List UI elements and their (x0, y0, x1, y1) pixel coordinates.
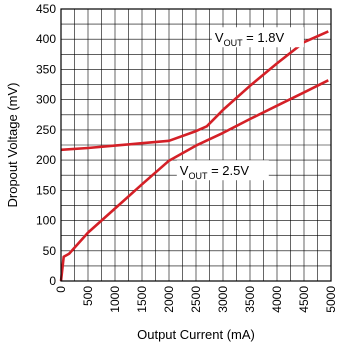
y-tick-label: 50 (43, 244, 57, 258)
series-annotations: VOUT = 1.8V VOUT = 2.5V (176, 27, 304, 181)
plot-frame (60, 8, 332, 282)
series-line-2 (59, 79, 329, 282)
x-tick-label: 1000 (108, 286, 122, 313)
x-tick-label: 3000 (216, 286, 230, 313)
x-tick-labels: 0 500 1000 1500 2000 2500 3000 3500 4000 4500 5000 (54, 286, 337, 313)
x-tick-label: 2000 (162, 286, 176, 313)
y-tick-label: 100 (36, 214, 56, 228)
minor-gridlines (61, 9, 331, 281)
x-tick-label: 500 (81, 286, 95, 306)
series-label-2: VOUT = 2.5V (180, 163, 250, 181)
x-tick-label: 5000 (324, 286, 337, 313)
x-tick-label: 1500 (135, 286, 149, 313)
series-lines (59, 30, 329, 282)
x-tick-label: 3500 (243, 286, 257, 313)
series-line-1 (60, 30, 329, 152)
y-tick-label: 0 (49, 274, 56, 288)
y-tick-label: 300 (36, 93, 56, 107)
x-axis-title: Output Current (mA) (137, 327, 255, 342)
y-tick-label: 200 (36, 153, 56, 167)
series-label-backdrop (176, 160, 269, 181)
y-tick-label: 250 (36, 123, 56, 137)
x-tick-label: 0 (54, 286, 68, 293)
y-tick-labels: 0 50 100 150 200 250 300 350 400 450 (36, 2, 56, 288)
x-tick-label: 2500 (189, 286, 203, 313)
y-tick-label: 450 (36, 2, 56, 16)
x-tick-label: 4000 (270, 286, 284, 313)
series-label-backdrop (211, 27, 304, 48)
x-tick-label: 4500 (297, 286, 311, 313)
y-axis-title: Dropout Voltage (mV) (5, 82, 20, 207)
series-label-1: VOUT = 1.8V (215, 30, 285, 48)
y-tick-label: 350 (36, 62, 56, 76)
y-tick-label: 400 (36, 32, 56, 46)
y-tick-label: 150 (36, 183, 56, 197)
